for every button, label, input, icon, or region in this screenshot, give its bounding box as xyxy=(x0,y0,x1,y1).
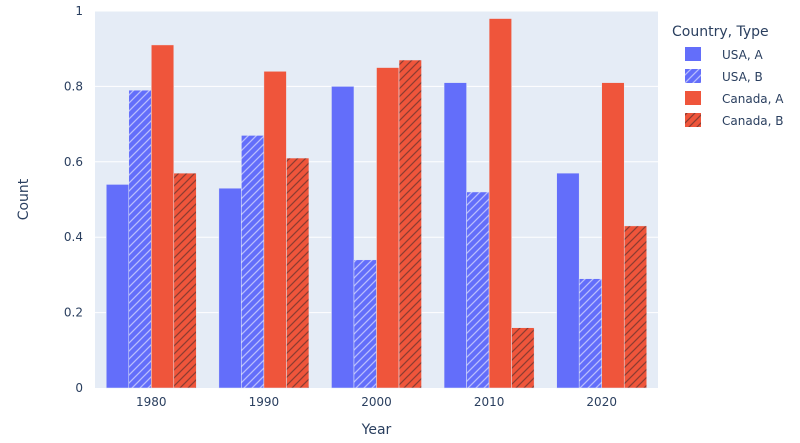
x-tick-label: 2010 xyxy=(474,395,505,409)
legend-label: USA, A xyxy=(722,48,763,62)
bar[interactable] xyxy=(286,157,310,389)
y-tick-label: 0.4 xyxy=(64,230,83,244)
x-tick-label: 2020 xyxy=(586,395,617,409)
bar[interactable] xyxy=(398,59,422,389)
legend-label: Canada, B xyxy=(722,114,784,128)
bar[interactable] xyxy=(151,44,175,389)
x-tick-label: 1980 xyxy=(136,395,167,409)
x-axis-ticks: 1980 1990 2000 2010 2020 xyxy=(136,395,617,409)
bar[interactable] xyxy=(623,225,647,389)
y-tick-label: 0.6 xyxy=(64,155,83,169)
x-tick-label: 1990 xyxy=(249,395,280,409)
y-tick-label: 0 xyxy=(75,381,83,395)
bar[interactable] xyxy=(578,278,602,389)
legend-item[interactable]: USA, A xyxy=(685,47,763,62)
bar[interactable] xyxy=(488,18,512,389)
bar[interactable] xyxy=(466,191,490,389)
bar[interactable] xyxy=(128,89,152,389)
bar[interactable] xyxy=(241,135,265,389)
legend-label: Canada, A xyxy=(722,92,784,106)
bar[interactable] xyxy=(443,82,467,389)
bar[interactable] xyxy=(353,259,377,389)
legend-swatch xyxy=(685,47,701,61)
bar[interactable] xyxy=(331,86,355,389)
bar[interactable] xyxy=(218,187,242,389)
legend[interactable]: Country, Type USA, A USA, B Canada, A Canad… xyxy=(672,24,784,128)
legend-swatch xyxy=(685,91,701,105)
legend-item[interactable]: USA, B xyxy=(685,69,763,84)
bar[interactable] xyxy=(556,172,580,389)
y-tick-label: 1 xyxy=(75,4,83,18)
y-tick-label: 0.2 xyxy=(64,306,83,320)
bar[interactable] xyxy=(511,327,535,389)
legend-title: Country, Type xyxy=(672,24,769,40)
legend-label: USA, B xyxy=(722,70,763,84)
y-tick-label: 0.8 xyxy=(64,79,83,93)
bar[interactable] xyxy=(106,184,130,389)
bar[interactable] xyxy=(601,82,625,389)
x-axis-title: Year xyxy=(361,422,392,438)
legend-swatch xyxy=(685,69,701,83)
bar[interactable] xyxy=(173,172,197,389)
bars xyxy=(106,18,647,389)
x-tick-label: 2000 xyxy=(361,395,392,409)
legend-swatch xyxy=(685,113,701,127)
legend-item[interactable]: Canada, B xyxy=(685,113,784,128)
legend-item[interactable]: Canada, A xyxy=(685,91,784,106)
y-axis-title: Count xyxy=(16,178,32,220)
y-axis-ticks: 0 0.2 0.4 0.6 0.8 1 xyxy=(64,4,83,395)
bar[interactable] xyxy=(376,67,400,389)
bar[interactable] xyxy=(263,71,287,389)
